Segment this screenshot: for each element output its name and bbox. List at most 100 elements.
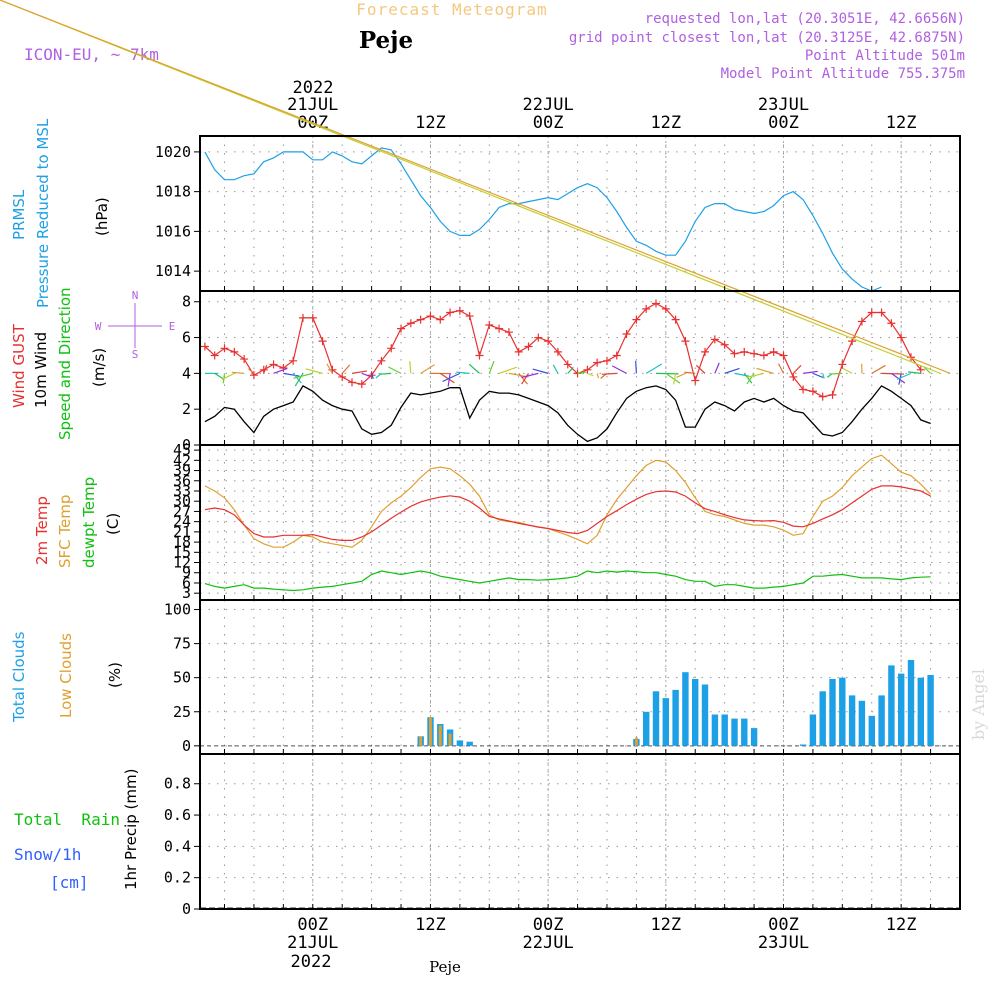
compass-n: N (132, 289, 139, 302)
top-hour-label: 12Z (415, 113, 446, 133)
wind-direction-arrow (813, 373, 823, 377)
low-cloud-bar (635, 738, 638, 746)
wind-gust-point (838, 360, 846, 368)
snow-unit: [cm] (50, 873, 89, 892)
wind-direction-arrow (388, 367, 401, 373)
pressure-ytick-label: 1014 (155, 262, 191, 280)
wind-direction-arrow (306, 369, 323, 374)
clouds-ytick-label: 75 (173, 635, 191, 653)
y-axes: 1014101610181020024683691215182124273033… (155, 143, 200, 918)
precip-panel-frame (200, 754, 960, 909)
bottom-date-label: 22JUL (523, 933, 574, 953)
top-time-axis: 21JUL00Z12Z22JUL00Z12Z23JUL00Z12Z (287, 95, 916, 133)
top-date-label: 23JUL (758, 95, 809, 115)
wind-gust-point (779, 351, 787, 359)
low-clouds-label: Low Clouds (57, 633, 75, 718)
wind-direction-arrow (843, 368, 852, 373)
total-cloud-bar (663, 698, 669, 746)
wind-direction-arrow (715, 363, 719, 373)
wind-direction-arrow (440, 373, 454, 382)
wind-gust-point (485, 321, 493, 329)
snow-label: Snow/1h (14, 845, 81, 864)
wind-direction-arrow (456, 372, 469, 373)
total-cloud-bar (751, 728, 757, 746)
wind-direction-arrow (469, 364, 479, 373)
wind-gust-point (240, 355, 248, 363)
wind-ytick-label: 6 (182, 329, 191, 347)
total-cloud-bar (702, 685, 708, 746)
wind-direction-arrow (734, 373, 749, 376)
temp-panel-frame (200, 445, 960, 600)
total-cloud-bar (898, 674, 904, 746)
wind-gust-point (426, 312, 434, 320)
wind-direction-arrow (568, 367, 574, 373)
total-cloud-bar (712, 715, 718, 746)
wind-direction-arrow (342, 365, 350, 373)
compass-e: E (169, 320, 176, 333)
pressure-desc: Pressure Reduced to MSL (34, 118, 52, 308)
wind-gust-point (750, 350, 758, 358)
clouds-ytick-label: 25 (173, 703, 191, 721)
wind-gust-point (417, 316, 425, 324)
total-cloud-bar (859, 701, 865, 746)
low-cloud-bar (439, 725, 442, 745)
panel-frames (200, 136, 960, 909)
wind-direction-arrow (757, 368, 774, 373)
wind-direction-arrow (612, 366, 626, 373)
t2m-label: 2m Temp (33, 496, 51, 565)
top-hour-label: 00Z (533, 113, 564, 133)
top-hour-label: 12Z (886, 113, 917, 133)
low-cloud-bar (419, 736, 422, 746)
wind-gust-point (505, 328, 513, 336)
wind-dir-label: Speed and Direction (56, 287, 74, 440)
wind-direction-arrow (522, 373, 539, 377)
wind-gust-point (407, 319, 415, 327)
total-cloud-bar (457, 740, 463, 746)
wind-gust-point (348, 378, 356, 386)
wind-gust-point (897, 334, 905, 342)
wind-gust-point (309, 314, 317, 322)
bottom-hour-label: 12Z (886, 915, 917, 935)
total-cloud-bar (918, 678, 924, 746)
wind-gust-point (809, 387, 817, 395)
wind-direction-arrow (908, 372, 921, 373)
wind-direction-arrow (602, 373, 617, 374)
pressure-ytick-label: 1018 (155, 183, 191, 201)
wind-ytick-label: 8 (182, 293, 191, 311)
wind-direction-arrow (779, 364, 784, 374)
wind-gust-point (740, 348, 748, 356)
requested-coords: requested lon,lat (20.3051E, 42.6656N) (645, 11, 965, 27)
temp-unit: (C) (104, 513, 122, 535)
pressure-line (205, 148, 882, 291)
total-cloud-bar (722, 715, 728, 746)
wind-gust-point (319, 337, 327, 345)
total-cloud-bar (467, 742, 473, 746)
wind-direction-arrow (283, 373, 299, 376)
wind-direction-arrow (489, 361, 494, 373)
precip-ytick-label: 0.8 (164, 775, 191, 793)
wind-gust-point (770, 348, 778, 356)
temp-labels: 2m Temp SFC Temp dewpt Temp (C) (33, 477, 122, 568)
precip-ytick-label: 0.4 (164, 837, 191, 855)
wind-gust-point (613, 351, 621, 359)
total-cloud-bar (908, 660, 914, 746)
precip-axis-label: 1hr Precip (mm) (122, 769, 140, 890)
compass-w: W (95, 320, 102, 333)
total-cloud-bar (741, 719, 747, 746)
wind-direction-arrow (666, 373, 680, 383)
wind-gust-point (338, 373, 346, 381)
station-name: Peje (359, 27, 413, 54)
wind-gust-point (652, 300, 660, 308)
wind-speed-label: 10m Wind (32, 332, 50, 408)
sfc-temp-label: SFC Temp (56, 495, 74, 568)
wind-gust-point (829, 391, 837, 399)
top-hour-label: 00Z (768, 113, 799, 133)
total-cloud-bar (810, 715, 816, 746)
wind-labels: Wind GUST 10m Wind Speed and Direction (… (10, 287, 175, 440)
wind-direction-arrow (499, 367, 517, 373)
precip-labels: Total Rain Snow/1h [cm] 1hr Precip (mm) (14, 769, 140, 892)
compass-s: S (132, 348, 139, 361)
top-hour-label: 12Z (650, 113, 681, 133)
gridpoint-coords: grid point closest lon,lat (20.3125E, 42… (569, 30, 965, 46)
wind-gust-point (466, 312, 474, 320)
